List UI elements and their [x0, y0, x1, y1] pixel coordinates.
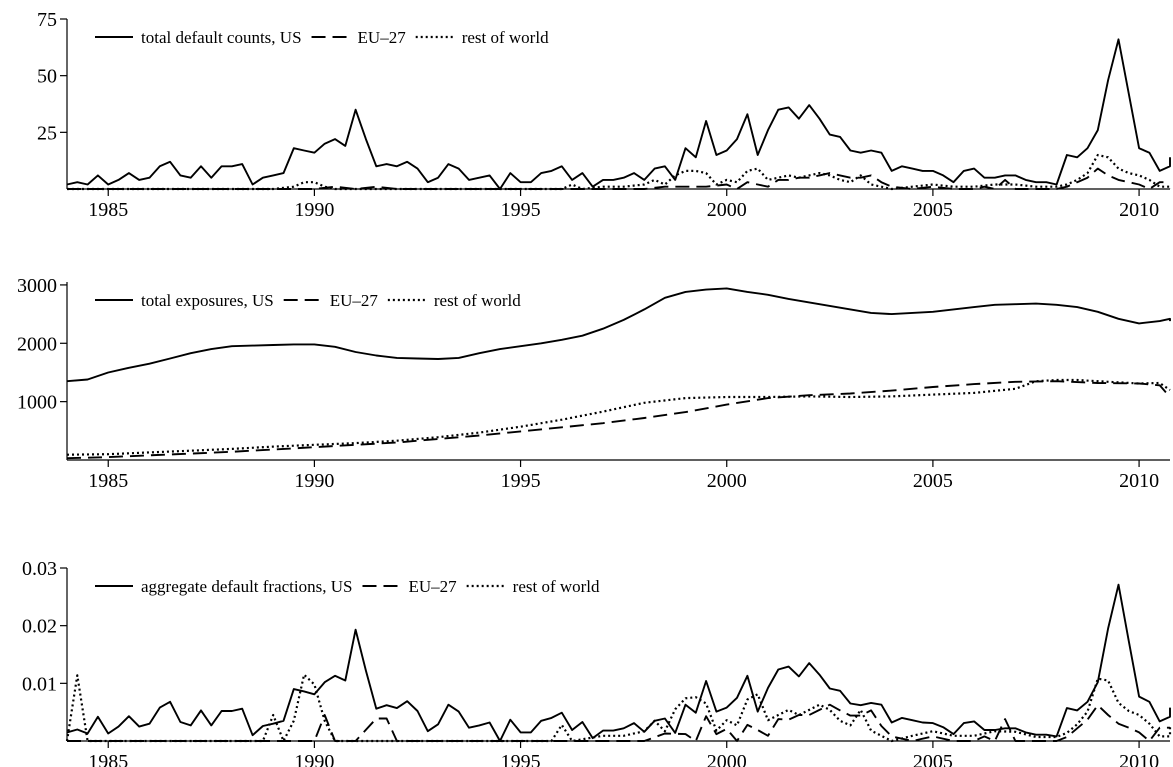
x-tick-label: 2000: [707, 199, 747, 221]
chart-panel-2: 1985 1990 1995 2000 2005 2010 1000 2000 3000 tota…: [17, 275, 1171, 492]
y-tick-label: 0.03: [22, 558, 57, 580]
series-line-solid: [66, 38, 1171, 190]
legend-label: rest of world: [462, 28, 549, 47]
x-tick-label: 1985: [88, 751, 128, 767]
x-tick-label: 2010: [1119, 199, 1159, 221]
x-tick-label: 1985: [88, 199, 128, 221]
chart-panel-3: 1985 1990 1995 2000 2005 2010 0.01 0.02 0.03 aggr…: [22, 558, 1172, 767]
legend-label: EU–27: [358, 28, 407, 47]
legend-label: total exposures, US: [141, 291, 274, 310]
legend: total exposures, US EU–27 rest of world: [95, 291, 521, 310]
x-tick-label: 2005: [913, 199, 953, 221]
x-tick-label: 1995: [501, 751, 541, 767]
legend-label: rest of world: [434, 291, 521, 310]
x-tick-label: 1990: [294, 751, 334, 767]
series-line-dashed: [66, 380, 1171, 460]
series-line-dotted: [66, 378, 1171, 456]
y-tick-label: 2000: [17, 333, 57, 355]
legend-label: rest of world: [513, 577, 600, 596]
series-line-solid: [66, 583, 1171, 742]
series-line-solid: [66, 287, 1171, 383]
x-tick-label: 1995: [501, 199, 541, 221]
legend: aggregate default fractions, US EU–27 rest…: [95, 577, 600, 596]
legend-label: EU–27: [330, 291, 379, 310]
legend: total default counts, US EU–27 rest of wor…: [95, 28, 549, 47]
series-line-dotted: [67, 153, 1172, 191]
x-tick-label: 2010: [1119, 470, 1159, 492]
x-tick-label: 1985: [88, 470, 128, 492]
y-tick-label: 1000: [17, 392, 57, 414]
series-line-dashed: [67, 167, 1170, 190]
y-tick-label: 0.01: [22, 673, 57, 695]
x-tick-label: 2000: [707, 751, 747, 767]
y-tick-label: 75: [37, 9, 57, 31]
legend-label: EU–27: [408, 577, 457, 596]
chart-panel-1: 1985 1990 1995 2000 2005 2010 25 50 75 total defa…: [37, 9, 1172, 221]
x-tick-label: 1990: [294, 470, 334, 492]
y-tick-label: 25: [37, 122, 57, 144]
x-tick-label: 2000: [707, 470, 747, 492]
x-tick-label: 1990: [294, 199, 334, 221]
x-tick-label: 1995: [501, 470, 541, 492]
y-tick-label: 50: [37, 66, 57, 88]
y-tick-label: 3000: [17, 275, 57, 297]
legend-label: total default counts, US: [141, 28, 302, 47]
x-tick-label: 2005: [913, 751, 953, 767]
x-tick-label: 2010: [1119, 751, 1159, 767]
series-line-dotted: [65, 673, 1172, 743]
x-tick-label: 2005: [913, 470, 953, 492]
y-tick-label: 0.02: [22, 616, 57, 638]
legend-label: aggregate default fractions, US: [141, 577, 352, 596]
